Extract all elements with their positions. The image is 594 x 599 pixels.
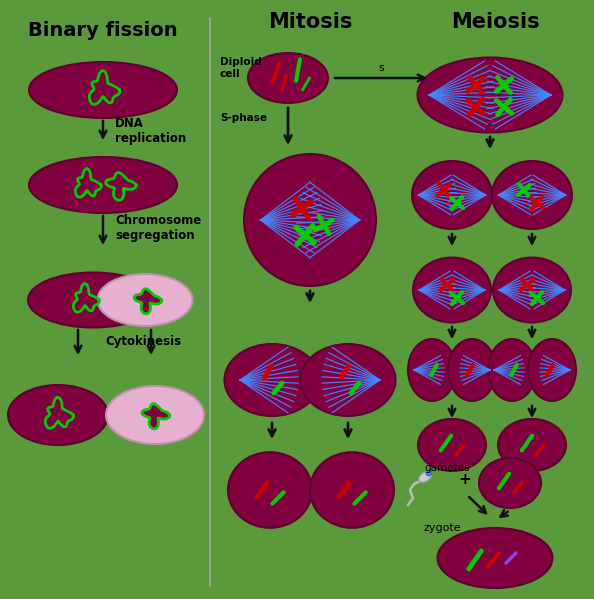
Ellipse shape <box>248 53 328 103</box>
Ellipse shape <box>106 386 204 444</box>
Ellipse shape <box>97 274 192 326</box>
Text: DNA
replication: DNA replication <box>115 117 187 145</box>
Ellipse shape <box>426 470 432 476</box>
Text: +: + <box>459 473 472 488</box>
Text: S-phase: S-phase <box>220 113 267 123</box>
Text: zygote: zygote <box>424 523 462 533</box>
Text: s: s <box>378 63 384 73</box>
Ellipse shape <box>29 157 177 213</box>
Polygon shape <box>45 397 74 428</box>
Ellipse shape <box>498 419 566 471</box>
Ellipse shape <box>528 339 576 401</box>
Ellipse shape <box>438 528 552 588</box>
Ellipse shape <box>493 258 571 322</box>
Polygon shape <box>142 404 169 429</box>
Text: Diploid
cell: Diploid cell <box>220 57 262 79</box>
Polygon shape <box>106 173 136 200</box>
Ellipse shape <box>412 161 492 229</box>
Ellipse shape <box>8 385 108 445</box>
Ellipse shape <box>29 62 177 118</box>
Ellipse shape <box>479 458 541 508</box>
Text: Meiosis: Meiosis <box>451 12 539 32</box>
Polygon shape <box>89 71 120 105</box>
Ellipse shape <box>244 154 376 286</box>
Text: Cytokinesis: Cytokinesis <box>105 335 181 349</box>
Ellipse shape <box>408 339 456 401</box>
Ellipse shape <box>448 339 496 401</box>
Polygon shape <box>73 283 99 312</box>
Ellipse shape <box>492 161 572 229</box>
Ellipse shape <box>28 273 158 328</box>
Ellipse shape <box>419 471 431 482</box>
Ellipse shape <box>225 344 320 416</box>
Text: gametes: gametes <box>424 463 469 473</box>
Polygon shape <box>75 168 101 197</box>
Text: Chromosome
segregation: Chromosome segregation <box>115 214 201 242</box>
Ellipse shape <box>301 344 396 416</box>
Polygon shape <box>134 289 162 314</box>
Ellipse shape <box>418 58 563 132</box>
Ellipse shape <box>418 419 486 471</box>
Ellipse shape <box>413 258 491 322</box>
Ellipse shape <box>310 452 394 528</box>
Ellipse shape <box>228 452 312 528</box>
Text: Mitosis: Mitosis <box>268 12 352 32</box>
Text: Binary fission: Binary fission <box>28 20 178 40</box>
Ellipse shape <box>488 339 536 401</box>
